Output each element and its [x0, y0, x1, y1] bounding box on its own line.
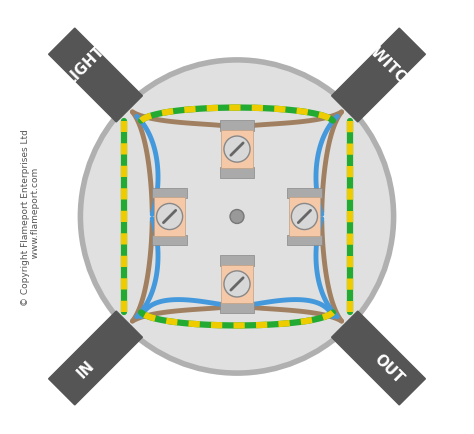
FancyBboxPatch shape — [219, 256, 255, 266]
FancyBboxPatch shape — [152, 235, 187, 246]
Text: OUT: OUT — [371, 351, 406, 386]
Circle shape — [230, 210, 244, 224]
Circle shape — [81, 61, 393, 373]
FancyBboxPatch shape — [289, 198, 320, 236]
Text: SWITCH: SWITCH — [360, 37, 417, 94]
FancyBboxPatch shape — [287, 188, 322, 199]
Text: LIGHT: LIGHT — [63, 43, 108, 89]
Polygon shape — [49, 29, 142, 123]
Circle shape — [156, 204, 182, 230]
Circle shape — [292, 204, 318, 230]
FancyBboxPatch shape — [221, 265, 253, 303]
Circle shape — [224, 137, 250, 163]
FancyBboxPatch shape — [219, 302, 255, 313]
Polygon shape — [332, 311, 425, 405]
FancyBboxPatch shape — [219, 121, 255, 132]
Circle shape — [224, 271, 250, 297]
FancyBboxPatch shape — [221, 131, 253, 169]
FancyBboxPatch shape — [287, 235, 322, 246]
FancyBboxPatch shape — [154, 198, 185, 236]
Text: © Copyright Flameport Enterprises Ltd
   www.flameport.com: © Copyright Flameport Enterprises Ltd ww… — [21, 129, 40, 305]
Text: IN: IN — [74, 357, 97, 380]
Polygon shape — [332, 29, 425, 123]
FancyBboxPatch shape — [219, 168, 255, 178]
Polygon shape — [49, 311, 142, 405]
FancyBboxPatch shape — [152, 188, 187, 199]
